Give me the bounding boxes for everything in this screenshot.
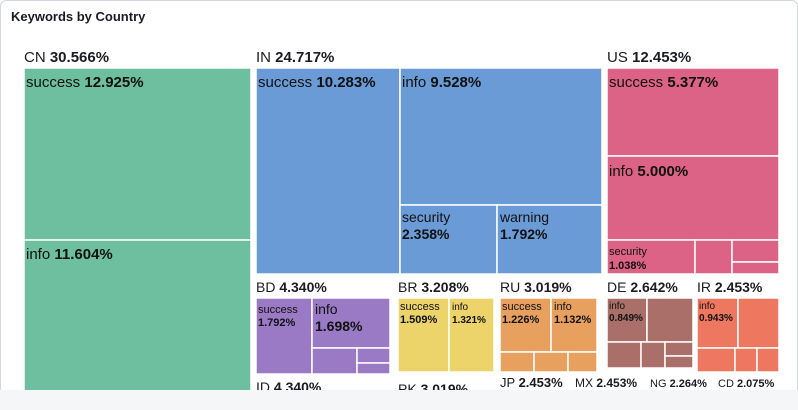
cell-bd-other-2[interactable] (356, 347, 391, 364)
treemap-chart[interactable]: CN 30.566% success 12.925% info 11.604% IN … (0, 0, 798, 392)
cell-br-info[interactable] (448, 297, 495, 373)
cell-ir-other-2[interactable] (696, 347, 736, 373)
cell-label-us-security-name: security (609, 246, 647, 258)
group-label-mx: MX 2.453% (575, 376, 637, 390)
cell-bd-success[interactable] (255, 297, 313, 375)
cell-label-cn-info: info 11.604% (26, 246, 113, 263)
cell-label-br-success-value: 1.509% (400, 314, 438, 326)
cell-label-cn-success: success 12.925% (26, 74, 144, 91)
cell-us-success[interactable] (606, 67, 780, 157)
cell-cn-success[interactable] (23, 67, 252, 241)
cell-label-bd-info-name: info (315, 301, 338, 317)
cell-ru-other-1[interactable] (499, 351, 535, 373)
group-label-de: DE 2.642% (607, 279, 678, 295)
group-label-id: ID 4.340% (256, 379, 322, 392)
cell-ir-other-1[interactable] (737, 297, 780, 349)
cell-ru-other-2[interactable] (533, 351, 569, 373)
cell-in-info[interactable] (399, 67, 603, 206)
cell-label-br-success-name: success (400, 301, 440, 313)
cell-ru-info[interactable] (550, 297, 598, 353)
cell-label-us-info: info 5.000% (609, 163, 688, 180)
cell-us-other-1[interactable] (694, 239, 733, 275)
cell-br-success[interactable] (397, 297, 450, 373)
cell-label-us-security-value: 1.038% (609, 260, 647, 272)
cell-label-in-warning-name: warning (499, 209, 549, 225)
group-label-bd: BD 4.340% (256, 279, 327, 295)
group-label-ng: NG 2.264% (650, 378, 707, 390)
cell-label-ru-success-name: success (502, 301, 542, 313)
group-label-us: US 12.453% (607, 49, 691, 66)
cell-de-other-2[interactable] (606, 341, 642, 369)
cell-label-in-security-value: 2.358% (402, 226, 450, 242)
cell-ir-other-4[interactable] (756, 347, 780, 373)
group-label-ru: RU 3.019% (500, 279, 572, 295)
group-label-cd: CD 2.075% (718, 378, 774, 390)
bottom-fade (0, 390, 798, 410)
cell-label-bd-info-value: 1.698% (315, 318, 363, 334)
cell-cn-info[interactable] (23, 239, 252, 392)
cell-in-security[interactable] (399, 204, 498, 275)
cell-label-bd-success-name: success (258, 304, 298, 316)
group-label-in: IN 24.717% (256, 49, 334, 66)
cell-in-success[interactable] (255, 67, 401, 275)
cell-us-other-2[interactable] (731, 239, 780, 263)
cell-label-in-info: info 9.528% (402, 74, 481, 91)
cell-label-in-warning-value: 1.792% (500, 226, 548, 242)
cell-in-warning[interactable] (496, 204, 603, 275)
cell-label-bd-success-value: 1.792% (258, 317, 296, 329)
group-label-jp: JP 2.453% (500, 375, 563, 390)
cell-label-ru-info-name: info (554, 301, 572, 313)
cell-label-ru-success-value: 1.226% (502, 314, 540, 326)
cell-ru-other-3[interactable] (567, 351, 598, 373)
cell-us-info[interactable] (606, 155, 780, 241)
cell-label-ir-info-name: info (699, 301, 716, 312)
cell-bd-other-1[interactable] (311, 347, 358, 375)
cell-label-br-info-name: info (452, 302, 469, 313)
cell-label-in-security-name: security (402, 209, 450, 225)
cell-ir-info[interactable] (696, 297, 739, 349)
cell-label-de-info-value: 0.849% (609, 313, 643, 324)
group-label-ir: IR 2.453% (697, 279, 763, 295)
cell-de-other-5[interactable] (664, 355, 694, 369)
group-label-br: BR 3.208% (398, 279, 469, 295)
cell-de-other-4[interactable] (664, 341, 694, 357)
cell-label-ir-info-value: 0.943% (699, 313, 733, 324)
cell-label-in-success: success 10.283% (258, 74, 376, 91)
cell-label-us-success: success 5.377% (609, 74, 718, 91)
cell-ir-other-3[interactable] (734, 347, 758, 373)
cell-us-security[interactable] (606, 239, 696, 275)
cell-label-de-info-name: info (609, 301, 626, 312)
cell-label-br-info-value: 1.321% (452, 315, 486, 326)
cell-de-other-1[interactable] (646, 297, 694, 343)
group-label-cn: CN 30.566% (24, 49, 109, 66)
cell-bd-other-3[interactable] (356, 362, 391, 375)
cell-label-ru-info-value: 1.132% (554, 314, 592, 326)
group-label-pk: PK 3.019% (398, 381, 469, 392)
cell-us-other-3[interactable] (731, 261, 780, 275)
panel-title: Keywords by Country (11, 9, 146, 24)
cell-de-other-3[interactable] (640, 341, 666, 369)
